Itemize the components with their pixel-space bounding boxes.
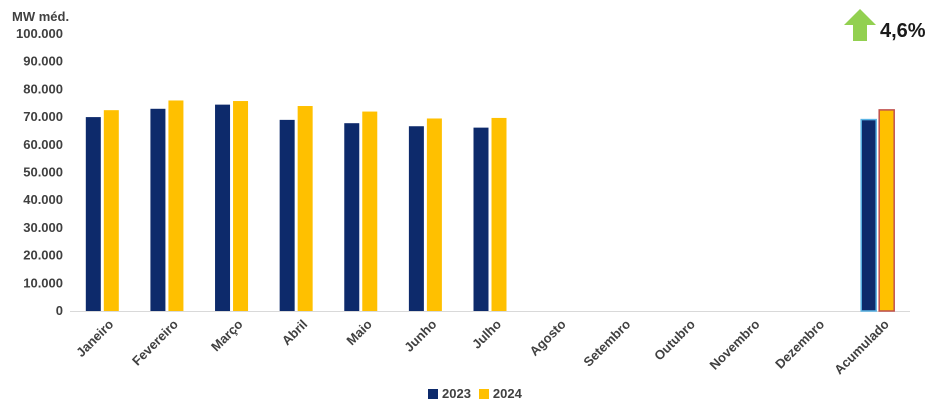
bar-2024-acumulado <box>878 109 895 312</box>
growth-badge: 4,6% <box>843 8 933 44</box>
x-tick-label: Agosto <box>526 316 568 358</box>
bar-2024-janeiro <box>103 110 119 311</box>
legend-label-2023: 2023 <box>442 386 471 401</box>
y-tick-label: 100.000 <box>16 26 63 41</box>
legend-swatch-2023 <box>428 388 438 399</box>
bar-2023-março <box>215 104 231 311</box>
x-tick-label: Acumulado <box>831 316 892 377</box>
y-tick-label: 90.000 <box>23 54 63 69</box>
y-tick-label: 20.000 <box>23 248 63 263</box>
y-tick-label: 80.000 <box>23 81 63 96</box>
bar-2024-fevereiro <box>168 100 184 311</box>
bar-2023-junho <box>408 126 424 311</box>
legend-swatch-2024 <box>478 388 489 399</box>
bar-2023-julho <box>473 127 489 311</box>
bar-2024-julho <box>491 117 507 311</box>
bar-2023-maio <box>344 123 360 311</box>
y-tick-label: 0 <box>56 303 63 318</box>
y-tick-label: 50.000 <box>23 165 63 180</box>
up-arrow-icon <box>844 9 876 41</box>
x-tick-label: Julho <box>469 316 504 351</box>
bar-2024-junho <box>426 118 442 311</box>
bar-2024-abril <box>297 106 313 312</box>
bar-2023-abril <box>279 119 295 312</box>
y-axis-unit-label: MW méd. <box>12 9 70 24</box>
bar-2023-acumulado <box>860 118 877 312</box>
y-tick-label: 60.000 <box>23 137 63 152</box>
y-tick-label: 40.000 <box>23 192 63 207</box>
bar-2023-janeiro <box>85 117 101 311</box>
y-tick-label: 30.000 <box>23 220 63 235</box>
bar-2024-maio <box>362 111 378 311</box>
x-tick-label: Março <box>208 316 246 354</box>
legend-item-2024: 2024 <box>478 386 522 401</box>
x-tick-label: Maio <box>343 316 375 348</box>
legend: 2023 2024 <box>428 386 530 401</box>
x-tick-label: Junho <box>401 316 439 354</box>
x-tick-label: Dezembro <box>772 316 827 371</box>
growth-value: 4,6% <box>880 20 926 42</box>
bar-2023-fevereiro <box>150 108 166 311</box>
bar-2024-março <box>233 101 249 311</box>
legend-label-2024: 2024 <box>492 386 522 401</box>
x-tick-label: Novembro <box>707 316 763 372</box>
y-tick-label: 10.000 <box>23 275 63 290</box>
y-tick-label: 70.000 <box>23 109 63 124</box>
x-tick-label: Setembro <box>580 316 633 369</box>
x-tick-label: Fevereiro <box>129 316 181 368</box>
x-tick-label: Janeiro <box>73 316 116 359</box>
x-tick-label: Outubro <box>651 316 698 363</box>
x-tick-label: Abril <box>279 317 311 349</box>
legend-item-2023: 2023 <box>428 386 471 401</box>
